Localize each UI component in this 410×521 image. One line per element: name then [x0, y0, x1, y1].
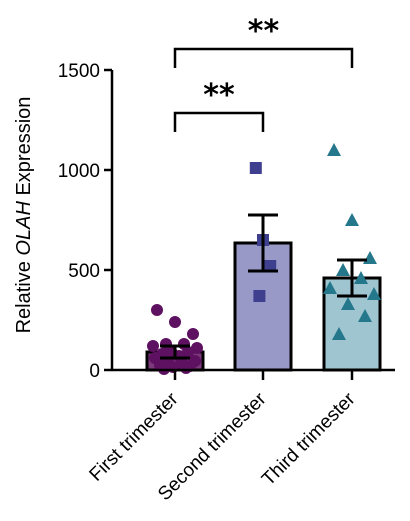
- error-bars: [160, 213, 367, 360]
- significance-annotations: ** **: [173, 14, 354, 132]
- significance-label: **: [248, 14, 280, 49]
- y-axis-label: Relative OLAH Expression: [13, 97, 35, 334]
- data-point: [253, 290, 266, 302]
- data-point: [151, 304, 163, 316]
- y-tick-label: 1500: [58, 61, 100, 82]
- y-axis-label-part: OLAH: [13, 201, 35, 256]
- x-tick-label: First trimester: [86, 388, 183, 485]
- y-axis-label-part: Relative: [13, 256, 35, 334]
- y-tick-label: 500: [68, 261, 100, 282]
- data-point: [249, 162, 262, 174]
- data-point: [182, 346, 194, 358]
- significance-label: **: [203, 78, 235, 113]
- data-point: [358, 309, 372, 322]
- data-point: [341, 297, 355, 310]
- y-tick-label: 1000: [58, 161, 100, 182]
- data-point: [323, 281, 337, 294]
- data-point: [147, 340, 159, 352]
- y-axis: 0 500 1000 1500: [58, 61, 114, 382]
- data-point: [187, 328, 199, 340]
- significance-bracket: [173, 111, 265, 132]
- data-point: [264, 260, 277, 272]
- significance-bracket: [173, 47, 354, 68]
- data-point: [336, 263, 350, 276]
- y-axis-label-part: Expression: [13, 97, 35, 202]
- data-point: [332, 327, 346, 340]
- data-point: [180, 362, 192, 374]
- x-tick-label: Third trimester: [258, 388, 360, 490]
- data-point: [367, 287, 381, 300]
- y-tick-label: 0: [89, 361, 100, 382]
- data-point: [363, 251, 377, 264]
- data-point: [191, 342, 203, 354]
- data-point: [169, 316, 181, 328]
- data-point: [345, 213, 359, 226]
- data-point: [354, 271, 368, 284]
- data-point: [327, 143, 341, 156]
